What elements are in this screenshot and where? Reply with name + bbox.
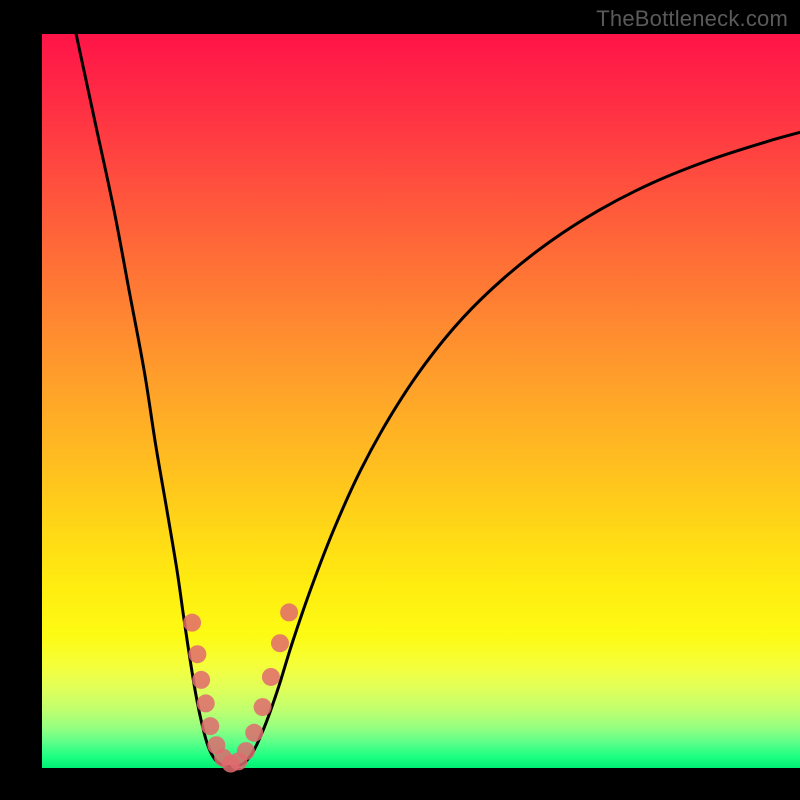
data-marker [237,742,255,760]
watermark-attribution: TheBottleneck.com [596,6,788,32]
data-marker [188,645,206,663]
data-marker [197,694,215,712]
data-marker [280,603,298,621]
plot-background-gradient [42,34,800,768]
data-marker [254,698,272,716]
data-marker [262,668,280,686]
data-marker [245,724,263,742]
data-marker [201,717,219,735]
data-marker [183,614,201,632]
data-marker [192,671,210,689]
data-marker [271,634,289,652]
chart-stage: TheBottleneck.com [0,0,800,800]
bottleneck-chart [0,0,800,800]
